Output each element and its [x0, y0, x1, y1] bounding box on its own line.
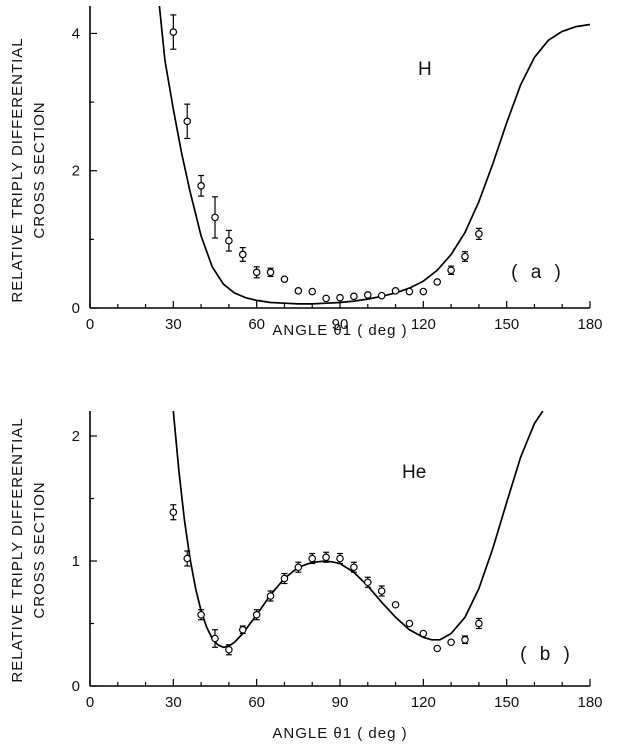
- panel-b-data-point: [238, 625, 247, 634]
- panel-a-x-tick-label: 120: [411, 316, 436, 333]
- panel-b-data-point: [433, 644, 442, 653]
- panel-b-data-point: [363, 578, 372, 587]
- panel-a-data-point: [238, 250, 247, 259]
- panel-b-y-tick-label: 1: [72, 553, 80, 570]
- panel-b-data-point: [183, 554, 192, 563]
- panel-b-data-point: [197, 610, 205, 619]
- panel-b-theory-curve: [172, 411, 544, 649]
- panel-b-data-point: [391, 600, 400, 609]
- panel-b-data-point: [322, 553, 330, 562]
- panel-b-y-axis-title-line1: RELATIVE TRIPLY DIFFERENTIAL: [9, 417, 26, 682]
- panel-b-x-tick-label: 60: [248, 694, 265, 711]
- panel-b-x-tick-label: 0: [86, 694, 94, 711]
- panel-a-theory-curve: [158, 6, 590, 305]
- panel-b-y-tick-label: 2: [72, 428, 80, 445]
- panel-a-x-tick-label: 150: [494, 316, 519, 333]
- panel-a-data-point: [280, 275, 289, 283]
- panel-a-y-tick-label: 2: [72, 163, 80, 180]
- panel-b-x-axis-title: ANGLE θ1 ( deg ): [272, 725, 407, 742]
- panel-a-data-point: [169, 28, 178, 36]
- panel-b-data-point: [350, 563, 358, 572]
- panel-a-data-point: [475, 230, 483, 238]
- panel-a-y-axis-title-line1: RELATIVE TRIPLY DIFFERENTIAL: [9, 37, 26, 302]
- panel-b-x-tick-label: 90: [332, 694, 349, 711]
- panel-a-data-point: [197, 182, 205, 190]
- panel-a-y-axis-title-line2: CROSS SECTION: [31, 101, 48, 238]
- panel-b-data-point: [475, 619, 483, 628]
- panel-b-x-tick-label: 150: [494, 694, 519, 711]
- panel-b-data-point: [169, 508, 178, 517]
- panel-a-data-point: [225, 236, 233, 245]
- panel-b-data-point: [461, 635, 469, 644]
- panel-b-y-tick-label: 0: [72, 678, 80, 695]
- panel-a-y-tick-label: 0: [72, 300, 80, 317]
- panel-a-x-tick-label: 0: [86, 316, 94, 333]
- panel-b-data-point: [405, 619, 414, 628]
- panel-a-data-point: [461, 252, 469, 261]
- panel-a-data-point: [433, 278, 442, 286]
- panel-a-data-point: [322, 294, 330, 303]
- panel-b-data-point: [336, 554, 344, 563]
- panel-b-x-tick-label: 120: [411, 694, 436, 711]
- panel-a-data-point: [183, 117, 192, 126]
- panel-a-data-point: [266, 268, 275, 277]
- panel-b-data-point: [419, 629, 428, 638]
- panel-a-data-point: [377, 291, 386, 300]
- panel-b-data-point: [280, 574, 289, 583]
- panel-a-x-tick-label: 60: [248, 316, 265, 333]
- panel-a-plot: 0 30 60 90 120 150 180 0 2 4: [72, 6, 603, 333]
- panel-a-tag: ( a ): [511, 262, 565, 283]
- panel-b-data-point: [447, 638, 455, 647]
- panel-a-chart: 0 30 60 90 120 150 180 0 2 4 H ( a ) ANGLE θ1 ( d…: [9, 6, 603, 339]
- panel-b-data-point: [294, 563, 303, 572]
- panel-a-data-point: [363, 291, 372, 299]
- panel-a-data-point: [350, 292, 358, 301]
- panel-b-data-point: [225, 645, 233, 654]
- panel-a-data-point: [294, 287, 303, 295]
- panel-a-x-axis-title: ANGLE θ1 ( deg ): [272, 322, 407, 339]
- panel-a-data-point: [419, 287, 428, 296]
- panel-b-data-point: [252, 610, 261, 619]
- panel-b-series-label: He: [402, 462, 426, 483]
- panel-a-y-tick-label: 4: [72, 25, 80, 42]
- panel-b-data-point: [266, 592, 275, 600]
- panel-b-x-tick-label: 180: [577, 694, 602, 711]
- panel-b-data-point: [308, 554, 317, 563]
- panel-b-chart: 0 30 60 90 120 150 180 0 1 2 He ( b ) ANGLE θ1 ( …: [9, 411, 603, 742]
- panel-b-x-tick-label: 30: [165, 694, 182, 711]
- panel-b-data-point: [211, 634, 219, 643]
- panel-b-plot: 0 30 60 90 120 150 180 0 1 2: [72, 411, 603, 711]
- panel-a-data-point: [336, 293, 344, 302]
- panel-a-x-tick-label: 30: [165, 316, 182, 333]
- panel-a-data-point: [447, 266, 455, 275]
- panel-a-data-point: [308, 287, 317, 296]
- panel-a-data-point: [211, 213, 219, 222]
- panel-a-data-point: [252, 268, 261, 277]
- panel-a-x-tick-label: 90: [332, 316, 349, 333]
- panel-a-x-tick-label: 180: [577, 316, 602, 333]
- panel-a-data-point: [391, 287, 400, 295]
- panel-a-data-point: [405, 287, 414, 296]
- panel-b-tag: ( b ): [520, 644, 574, 665]
- panel-b-y-axis-title-line2: CROSS SECTION: [31, 481, 48, 618]
- panel-a-series-label: H: [418, 59, 432, 80]
- panel-b-data-point: [377, 587, 386, 595]
